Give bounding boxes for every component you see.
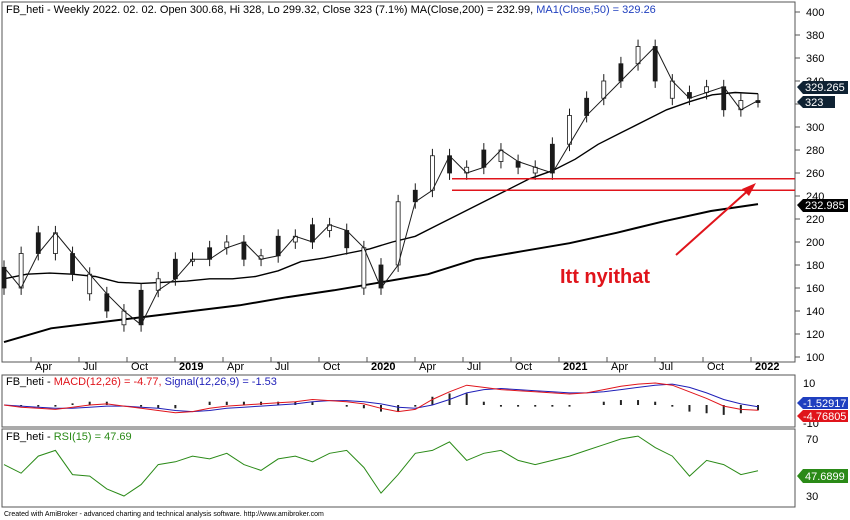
- price-candle: [430, 155, 435, 191]
- price-tick-label: 200: [806, 237, 824, 249]
- time-tick-label: Apr: [419, 361, 436, 373]
- rsi-tick-70: 70: [806, 434, 818, 446]
- price-candle: [275, 235, 281, 257]
- price-candle: [53, 232, 58, 254]
- price-tick-label: 120: [806, 329, 824, 341]
- macd-lines: [3, 382, 759, 414]
- time-axis: Apr Jul Oct 2019 Apr Jul Oct 2020 Apr Jul Oct 2021 A…: [30, 357, 779, 373]
- price-candle: [310, 224, 315, 243]
- time-tick-label: Oct: [323, 361, 340, 373]
- price-axis: 1001201401601802002202402602803003203403…: [795, 7, 824, 364]
- price-candle: [344, 230, 350, 249]
- price-candle: [18, 253, 24, 289]
- price-tick-label: 140: [806, 306, 824, 318]
- support-lines: [452, 178, 795, 191]
- time-tick-label: Oct: [131, 361, 148, 373]
- macd-path: [3, 382, 759, 414]
- price-tick-label: 360: [806, 53, 824, 65]
- time-tick-label: Apr: [227, 361, 244, 373]
- time-tick-label: 2020: [371, 361, 395, 373]
- price-candle: [669, 80, 675, 99]
- price-candle: [172, 258, 178, 280]
- svg-text:47.6899: 47.6899: [805, 471, 845, 483]
- price-candle: [138, 289, 144, 326]
- time-tick-label: Jul: [467, 361, 481, 373]
- price-tick-label: 160: [806, 283, 824, 295]
- price-candle: [361, 247, 367, 289]
- ma200-badge: 232.985: [797, 199, 848, 212]
- macd-panel-title: FB_heti - MACD(12,26) = -4.77, Signal(12…: [6, 376, 277, 388]
- price-candle: [652, 46, 658, 82]
- price-candle: [584, 97, 590, 116]
- annotation-arrow: [675, 186, 753, 256]
- macd-badge: -4.76805: [797, 410, 848, 423]
- rsi-path: [3, 435, 759, 497]
- time-tick-label: Jul: [83, 361, 97, 373]
- price-tick-label: 100: [806, 352, 824, 364]
- price-candle: [241, 241, 247, 260]
- price-candle: [567, 115, 572, 145]
- annotation-arrowhead: [742, 183, 756, 196]
- price-tick-label: 280: [806, 145, 824, 157]
- price-candle: [87, 273, 93, 295]
- rsi-panel: [1, 428, 796, 508]
- time-tick-label: Jul: [275, 361, 289, 373]
- price-tick-label: 380: [806, 30, 824, 42]
- time-tick-label: Oct: [515, 361, 532, 373]
- rsi-tick-30: 30: [806, 491, 818, 503]
- ma50-line: [3, 91, 759, 285]
- time-tick-label: Jul: [659, 361, 673, 373]
- rsi-panel-title: FB_heti - RSI(15) = 47.69: [6, 431, 132, 443]
- price-tick-label: 180: [806, 260, 824, 272]
- price-panel-title: FB_heti - Weekly 2022. 02. 02. Open 300.…: [6, 4, 656, 16]
- time-tick-label: Apr: [611, 361, 628, 373]
- price-tick-label: 300: [806, 122, 824, 134]
- time-tick-label: 2021: [563, 361, 587, 373]
- svg-text:-4.76805: -4.76805: [803, 411, 846, 423]
- price-candle: [121, 310, 127, 326]
- ma50-title: MA1(Close,50) = 329.26: [536, 4, 656, 16]
- annotation-text: Itt nyithat: [560, 266, 650, 288]
- time-tick-label: 2022: [755, 361, 779, 373]
- price-tick-label: 260: [806, 168, 824, 180]
- rsi-badge: 47.6899: [797, 469, 848, 483]
- price-candle: [618, 63, 624, 82]
- price-title-text: FB_heti - Weekly 2022. 02. 02. Open 300.…: [6, 4, 536, 16]
- ma50-path: [3, 91, 759, 285]
- price-candle: [104, 293, 110, 312]
- time-tick-label: Apr: [35, 361, 52, 373]
- price-candle: [1, 266, 7, 289]
- footer-credit: Created with AmiBroker - advanced charti…: [4, 511, 324, 518]
- price-bars: [1, 39, 761, 332]
- svg-text:323: 323: [805, 97, 823, 109]
- price-candle: [601, 80, 607, 99]
- price-candle: [395, 201, 401, 266]
- price-candle: [70, 253, 75, 275]
- close-path: [3, 45, 759, 326]
- price-candle: [635, 46, 641, 65]
- price-candle: [207, 247, 213, 260]
- time-tick-label: 2019: [179, 361, 203, 373]
- macd-tick-10: 10: [803, 378, 815, 390]
- rsi-line: [3, 435, 759, 497]
- signal-badge: -1.52917: [797, 397, 848, 410]
- svg-text:329.265: 329.265: [805, 82, 845, 94]
- time-tick-label: Oct: [707, 361, 724, 373]
- svg-text:232.985: 232.985: [805, 200, 845, 212]
- price-candle: [412, 189, 418, 203]
- price-candle: [549, 143, 555, 174]
- ma50-badge: 329.265: [797, 81, 848, 94]
- svg-text:-1.52917: -1.52917: [803, 398, 846, 410]
- price-candle: [35, 232, 41, 254]
- price-candle: [155, 278, 161, 291]
- price-tick-label: 400: [806, 7, 824, 19]
- price-candle: [721, 86, 727, 111]
- price-tick-label: 220: [806, 214, 824, 226]
- close-badge: 323: [797, 96, 835, 109]
- price-candle: [481, 149, 487, 168]
